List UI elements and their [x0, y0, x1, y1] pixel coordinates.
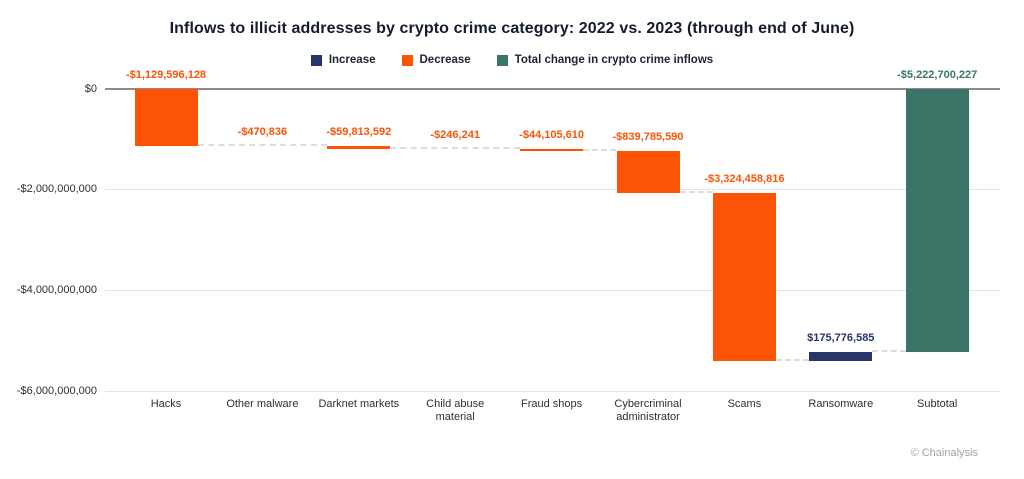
- value-label-ransomware: $175,776,585: [807, 331, 875, 344]
- bar-fraud-shops: [520, 148, 584, 152]
- legend-item-decrease: Decrease: [401, 54, 471, 66]
- x-axis-category-label-scams: Scams: [727, 398, 762, 410]
- zero-axis-line: [105, 88, 1000, 90]
- value-label-darknet-markets: -$59,813,592: [326, 125, 392, 138]
- x-axis-category-label-ransomware: Ransomware: [808, 398, 874, 410]
- legend-item-increase: Increase: [310, 54, 376, 66]
- bar-subtotal: [905, 89, 969, 352]
- x-axis-category-label-child-abuse-material: Child abuse material: [426, 398, 485, 423]
- bar-darknet-markets: [327, 145, 391, 149]
- connector-line: [775, 358, 810, 361]
- y-axis-tick-label: -$4,000,000,000: [16, 283, 97, 296]
- bar-hacks: [134, 89, 198, 146]
- value-label-fraud-shops: -$44,105,610: [519, 128, 585, 141]
- value-label-other-malware: -$470,836: [237, 125, 288, 138]
- value-label-cybercriminal-administrator: -$839,785,590: [612, 131, 684, 144]
- y-axis-tick-label: -$6,000,000,000: [16, 384, 97, 397]
- x-axis-category-label-hacks: Hacks: [150, 398, 182, 410]
- value-label-subtotal: -$5,222,700,227: [897, 69, 978, 81]
- x-axis-category-label-fraud-shops: Fraud shops: [521, 398, 583, 410]
- connector-line: [583, 149, 617, 152]
- value-label-child-abuse-material: -$246,241: [430, 128, 480, 141]
- legend-swatch-icon: [401, 54, 413, 66]
- bar-ransomware: [809, 351, 873, 361]
- connector-line: [679, 191, 713, 194]
- y-axis-tick-label: $0: [84, 82, 97, 95]
- connector-line: [197, 143, 328, 146]
- value-label-scams: -$3,324,458,816: [704, 173, 785, 186]
- legend-swatch-icon: [310, 54, 322, 66]
- bar-scams: [712, 193, 776, 361]
- legend-label: Increase: [328, 54, 376, 66]
- bar-cybercriminal-administrator: [616, 151, 680, 194]
- legend-label: Decrease: [419, 54, 471, 66]
- gridline: [105, 189, 1000, 191]
- chart-legend: Increase Decrease Total change in crypto c…: [0, 54, 1024, 66]
- x-axis-category-label-other-malware: Other malware: [226, 398, 299, 410]
- chart-title: Inflows to illicit addresses by crypto c…: [169, 20, 855, 37]
- value-label-hacks: -$1,129,596,128: [125, 69, 207, 81]
- copyright-credit: © Chainalysis: [910, 447, 978, 459]
- legend-label: Total change in crypto crime inflows: [514, 54, 714, 66]
- x-axis-category-label-darknet-markets: Darknet markets: [318, 398, 400, 410]
- gridline: [105, 289, 1000, 291]
- y-axis-tick-label: -$2,000,000,000: [16, 183, 97, 196]
- x-axis-category-label-subtotal: Subtotal: [917, 398, 958, 410]
- x-axis-category-label-cybercriminal-administrator: Cybercriminal administrator: [614, 398, 682, 423]
- connector-line: [390, 146, 521, 149]
- legend-item-total-change-in-crypto-crime-inflows: Total change in crypto crime inflows: [496, 54, 714, 66]
- connector-line: [872, 349, 906, 352]
- gridline: [105, 390, 1000, 392]
- legend-swatch-icon: [496, 54, 508, 66]
